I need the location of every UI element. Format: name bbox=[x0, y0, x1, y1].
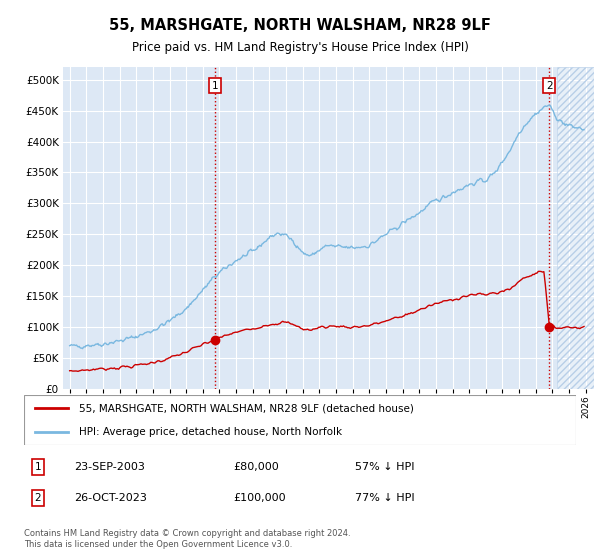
Text: £80,000: £80,000 bbox=[234, 463, 280, 473]
Text: 1: 1 bbox=[34, 463, 41, 473]
Text: Price paid vs. HM Land Registry's House Price Index (HPI): Price paid vs. HM Land Registry's House … bbox=[131, 41, 469, 54]
Text: £100,000: £100,000 bbox=[234, 493, 286, 503]
Text: 1: 1 bbox=[212, 81, 218, 91]
Text: 77% ↓ HPI: 77% ↓ HPI bbox=[355, 493, 415, 503]
Text: 2: 2 bbox=[34, 493, 41, 503]
Text: 2: 2 bbox=[546, 81, 553, 91]
FancyBboxPatch shape bbox=[24, 395, 576, 445]
Text: 55, MARSHGATE, NORTH WALSHAM, NR28 9LF (detached house): 55, MARSHGATE, NORTH WALSHAM, NR28 9LF (… bbox=[79, 403, 414, 413]
Text: Contains HM Land Registry data © Crown copyright and database right 2024.
This d: Contains HM Land Registry data © Crown c… bbox=[24, 529, 350, 549]
Text: 55, MARSHGATE, NORTH WALSHAM, NR28 9LF: 55, MARSHGATE, NORTH WALSHAM, NR28 9LF bbox=[109, 18, 491, 32]
Text: 26-OCT-2023: 26-OCT-2023 bbox=[74, 493, 146, 503]
Text: 23-SEP-2003: 23-SEP-2003 bbox=[74, 463, 145, 473]
Text: 57% ↓ HPI: 57% ↓ HPI bbox=[355, 463, 415, 473]
Text: HPI: Average price, detached house, North Norfolk: HPI: Average price, detached house, Nort… bbox=[79, 427, 343, 437]
